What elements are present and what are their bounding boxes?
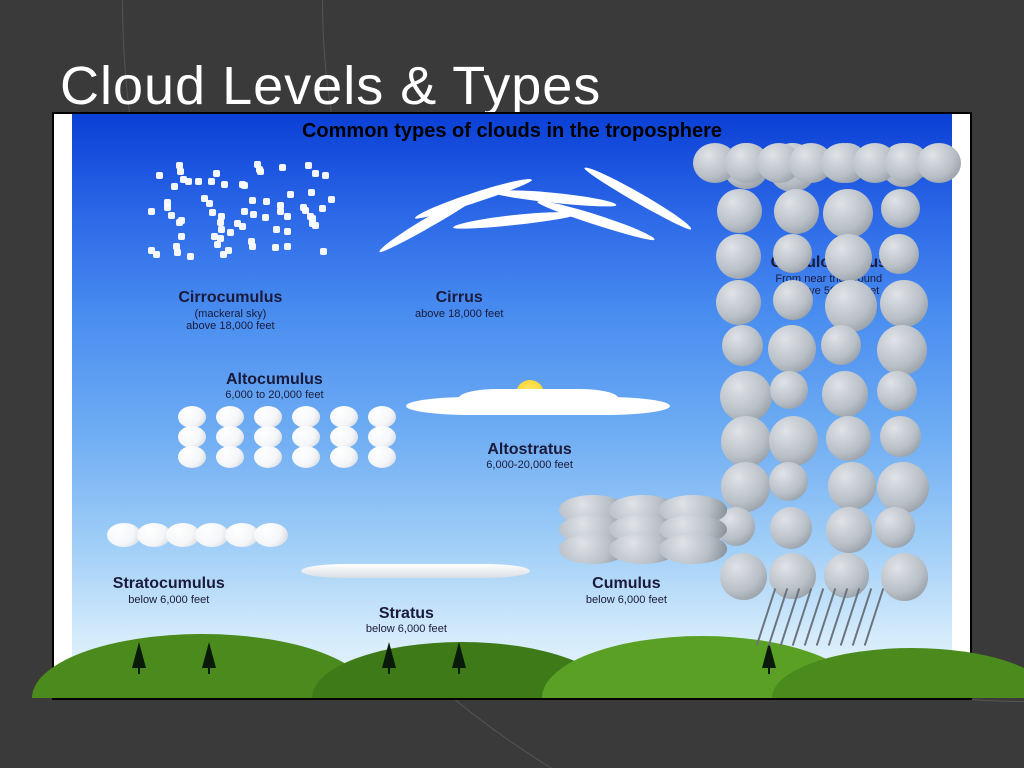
slide-title: Cloud Levels & Types [60, 55, 601, 117]
slide: Cloud Levels & Types Common types of clo… [0, 0, 1024, 768]
cloud-stratocumulus [107, 523, 283, 558]
cloud-label-altocumulus: Altocumulus6,000 to 20,000 feet [194, 371, 354, 402]
sky-area: Common types of clouds in the tropospher… [72, 114, 952, 698]
tree-icon [202, 642, 216, 668]
cloud-name: Cumulus [546, 575, 706, 593]
cloud-sub: below 6,000 feet [89, 594, 249, 607]
cloud-name: Altocumulus [194, 371, 354, 389]
cloud-stratus [301, 564, 530, 587]
cloud-cirrocumulus [142, 161, 353, 266]
cloud-label-cirrocumulus: Cirrocumulus(mackeral sky)above 18,000 f… [150, 289, 310, 333]
cloud-cirrus [371, 161, 617, 254]
cloud-sub: 6,000-20,000 feet [450, 459, 610, 472]
diagram-panel: Common types of clouds in the tropospher… [52, 112, 972, 700]
cloud-sub: (mackeral sky) [150, 308, 310, 321]
cloud-altostratus [406, 383, 670, 430]
tree-icon [452, 642, 466, 668]
cloud-name: Cirrocumulus [150, 289, 310, 307]
cloud-name: Altostratus [450, 441, 610, 459]
cloud-label-stratus: Stratusbelow 6,000 feet [326, 605, 486, 636]
tree-icon [132, 642, 146, 668]
cloud-name: Stratus [326, 605, 486, 623]
cloud-sub: below 6,000 feet [546, 594, 706, 607]
cloud-label-stratocumulus: Stratocumulusbelow 6,000 feet [89, 575, 249, 606]
cloud-name: Cirrus [379, 289, 539, 307]
cloud-label-altostratus: Altostratus6,000-20,000 feet [450, 441, 610, 472]
cloud-sub: above 18,000 feet [379, 308, 539, 321]
cloud-label-cumulus: Cumulusbelow 6,000 feet [546, 575, 706, 606]
cloud-sub: below 6,000 feet [326, 623, 486, 636]
cloud-name: Stratocumulus [89, 575, 249, 593]
cloud-sub: 6,000 to 20,000 feet [194, 389, 354, 402]
cloud-label-cirrus: Cirrusabove 18,000 feet [379, 289, 539, 320]
cloud-sub: above 18,000 feet [150, 320, 310, 333]
cloud-cumulus [565, 499, 715, 557]
tree-icon [382, 642, 396, 668]
cloud-altocumulus [178, 406, 407, 464]
diagram-caption: Common types of clouds in the tropospher… [72, 120, 952, 143]
cloud-cumulonimbus [723, 149, 934, 605]
